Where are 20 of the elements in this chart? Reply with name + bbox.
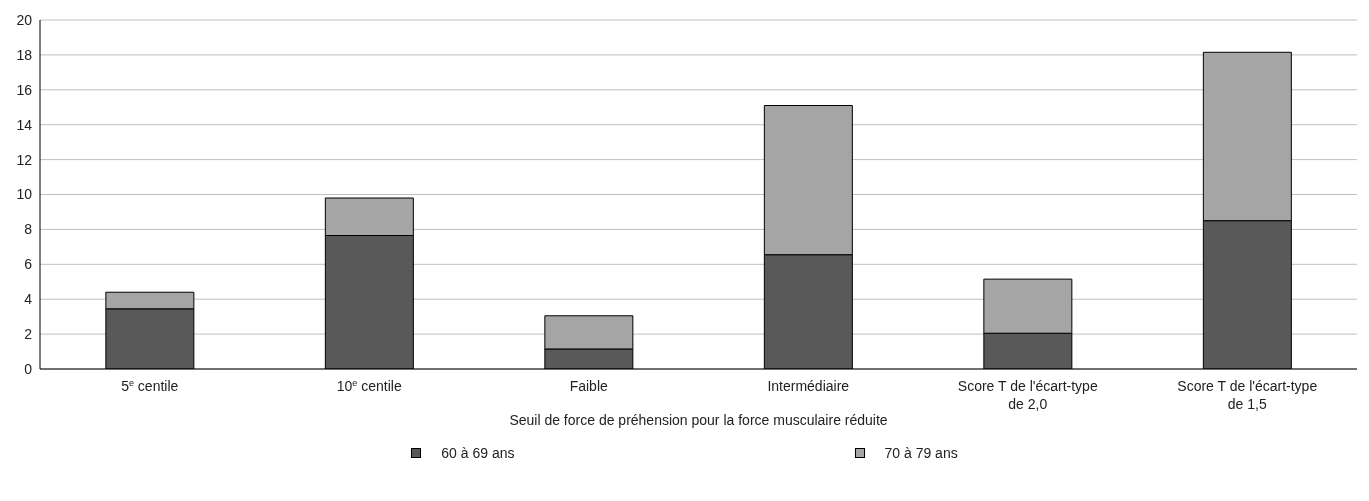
y-tick-label: 14 [16,116,33,133]
y-tick-label: 8 [24,221,33,238]
y-tick-label: 10 [16,186,33,203]
x-tick-label: 5$^{e}$ centile [121,378,179,394]
x-tick-label: Intermédiaire [767,378,850,394]
y-tick-label: 2 [24,326,33,343]
legend-label: 60 à 69 ans [441,445,515,461]
y-tick-label: 4 [24,291,33,308]
y-tick-label: 16 [16,81,33,98]
legend-label: 70 à 79 ans [884,445,958,461]
y-tick-label: 18 [16,46,33,63]
y-tick-label: 6 [24,256,33,273]
y-tick-label: 12 [16,151,33,168]
y-tick-label: 0 [24,360,33,377]
x-tick-label: Faible [569,378,609,394]
x-tick-label: 10$^{e}$ centile [336,378,402,394]
y-tick-label: 20 [16,11,33,28]
x-tick-label: Score T de l'écart-type de 1,5 [1177,378,1318,412]
x-tick-label: Score T de l'écart-type de 2,0 [957,378,1098,412]
x-axis-title: Seuil de force de préhension pour la force musculaire réduite [509,412,888,428]
